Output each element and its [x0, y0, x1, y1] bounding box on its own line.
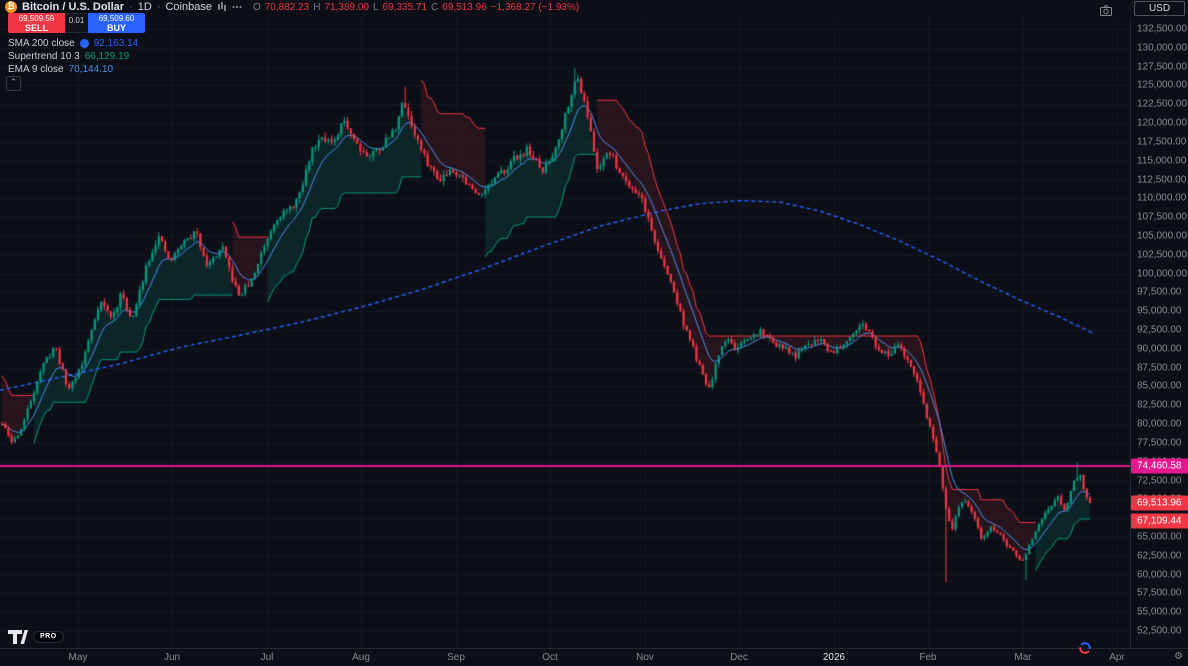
circular-arrows-icon[interactable] — [1078, 641, 1092, 660]
indicator-name: EMA 9 close — [8, 63, 64, 75]
sell-label: SELL — [24, 22, 48, 33]
time-axis-label: Apr — [1109, 652, 1125, 663]
buy-price: 69,509.60 — [98, 13, 135, 23]
tradingview-logo[interactable]: PRO — [8, 630, 64, 644]
indicator-name: Supertrend 10 3 — [8, 50, 80, 62]
indicator-row[interactable]: EMA 9 close 70,144.10 — [8, 63, 113, 75]
price-axis-label: 87,500.00 — [1137, 362, 1182, 374]
indicator-name: SMA 200 close — [8, 37, 75, 49]
price-axis-label: 115,000.00 — [1137, 155, 1187, 167]
separator: · — [156, 1, 161, 13]
currency-usd-button[interactable]: USD — [1134, 1, 1185, 16]
pro-badge: PRO — [33, 631, 64, 643]
time-axis-label: Feb — [919, 652, 937, 663]
price-axis-label: 132,500.00 — [1137, 23, 1188, 35]
close-label: C — [431, 1, 439, 13]
indicator-row[interactable]: SMA 200 close 92,163.14 — [8, 37, 138, 49]
indicator-value: 70,144.10 — [68, 63, 114, 75]
open-value: 70,882.23 — [264, 1, 310, 13]
price-axis-label: 105,000.00 — [1137, 230, 1188, 242]
chart-plot-area[interactable] — [0, 18, 1130, 648]
price-tag: 67,109.44 — [1131, 513, 1188, 529]
change-value: −1,368.27 (−1.93%) — [490, 1, 580, 13]
price-axis-label: 77,500.00 — [1137, 437, 1182, 449]
price-axis-label: 117,500.00 — [1137, 136, 1187, 148]
price-axis-label: 80,000.00 — [1137, 418, 1182, 430]
open-label: O — [252, 1, 261, 13]
price-tag: 74,460.58 — [1131, 458, 1188, 474]
price-axis-label: 57,500.00 — [1137, 587, 1182, 599]
price-axis-label: 52,500.00 — [1137, 625, 1182, 637]
price-axis-label: 82,500.00 — [1137, 399, 1182, 411]
camera-snapshot-icon[interactable] — [1100, 3, 1112, 21]
price-axis-label: 100,000.00 — [1137, 268, 1188, 280]
price-axis-label: 130,000.00 — [1137, 42, 1188, 54]
axis-settings-icon[interactable]: ⚙ — [1174, 651, 1183, 662]
indicator-row[interactable]: Supertrend 10 3 66,129.19 — [8, 50, 129, 62]
buy-button[interactable]: 69,509.60 BUY — [88, 13, 145, 33]
price-axis-label: 97,500.00 — [1137, 286, 1182, 298]
indicator-badge-icon — [79, 38, 89, 48]
price-axis-label: 90,000.00 — [1137, 343, 1182, 355]
collapse-legend-button[interactable]: ⌃ — [6, 76, 21, 91]
low-label: L — [372, 1, 379, 13]
price-axis-label: 125,000.00 — [1137, 79, 1188, 91]
time-axis-label: Jun — [163, 652, 181, 663]
low-value: 69,335.71 — [382, 1, 428, 13]
price-axis-label: 92,500.00 — [1137, 324, 1182, 336]
exchange-label[interactable]: Coinbase — [165, 1, 212, 13]
time-axis-label: Aug — [352, 652, 370, 663]
close-value: 69,513.96 — [442, 1, 487, 13]
trade-buttons-widget: 69,509.59 SELL 0.01 69,509.60 BUY — [8, 13, 145, 33]
price-axis-label: 120,000.00 — [1137, 117, 1188, 129]
price-axis-label: 85,000.00 — [1137, 380, 1182, 392]
price-axis-label: 60,000.00 — [1137, 569, 1182, 581]
price-axis-label: 122,500.00 — [1137, 98, 1188, 110]
price-axis-label: 62,500.00 — [1137, 550, 1182, 562]
time-axis-label: Mar — [1014, 652, 1032, 663]
bitcoin-icon: ₿ — [5, 1, 17, 13]
price-axis-label: 110,000.00 — [1137, 192, 1187, 204]
time-axis-label: Oct — [542, 652, 558, 663]
price-axis-label: 107,500.00 — [1137, 211, 1188, 223]
symbol-legend-row: ₿ Bitcoin / U.S. Dollar · 1D · Coinbase … — [5, 1, 579, 13]
indicator-value: 66,129.19 — [84, 50, 130, 62]
price-axis-label: 127,500.00 — [1137, 61, 1188, 73]
time-axis-label: Nov — [636, 652, 654, 663]
interval-label[interactable]: 1D — [137, 1, 152, 13]
sell-price: 69,509.59 — [18, 13, 55, 23]
price-axis-label: 65,000.00 — [1137, 531, 1182, 543]
price-axis-label: 102,500.00 — [1137, 249, 1188, 261]
time-axis-label: May — [68, 652, 88, 663]
price-axis-label: 95,000.00 — [1137, 305, 1182, 317]
tradingview-mark-icon — [8, 630, 28, 644]
price-axis[interactable]: 132,500.00 130,000.00 127,500.00 125,000.00… — [1130, 18, 1188, 648]
sell-button[interactable]: 69,509.59 SELL — [8, 13, 65, 33]
separator: · — [129, 1, 133, 13]
spread-value: 0.01 — [65, 13, 88, 33]
indicator-value: 92,163.14 — [93, 37, 139, 49]
time-axis-label: Jul — [260, 652, 274, 663]
high-label: H — [313, 1, 321, 13]
buy-label: BUY — [106, 22, 126, 33]
price-axis-label: 55,000.00 — [1137, 606, 1182, 618]
time-axis[interactable]: ⚙ May Jun Jul Aug Sep Oct Nov Dec 2026 Feb Mar Apr — [0, 648, 1188, 666]
time-axis-label: Sep — [447, 652, 465, 663]
chart-type-icon[interactable] — [217, 2, 227, 12]
high-value: 71,389.00 — [324, 1, 369, 13]
more-options-icon[interactable] — [232, 2, 242, 12]
price-axis-label: 72,500.00 — [1137, 475, 1182, 486]
price-axis-label: 112,500.00 — [1137, 174, 1187, 185]
price-tag: 69,513.96 — [1131, 495, 1188, 511]
time-axis-label: 2026 — [822, 652, 846, 663]
symbol-title[interactable]: Bitcoin / U.S. Dollar — [22, 1, 125, 13]
ohlc-legend: O 70,882.23 H 71,389.00 L 69,335.71 C 69… — [253, 2, 579, 13]
time-axis-label: Dec — [730, 652, 748, 663]
